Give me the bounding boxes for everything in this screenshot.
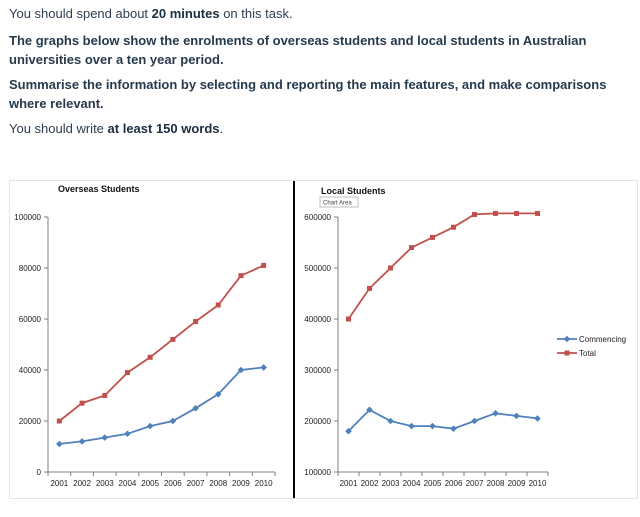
overseas-x-tick-label: 2005 (141, 479, 159, 488)
legend-commencing-label: Commencing (579, 335, 626, 344)
overseas-chart-title: Overseas Students (58, 184, 140, 194)
overseas-commencing-line (59, 366, 264, 445)
local-x-tick-label: 2002 (361, 479, 379, 488)
local-total-point (493, 210, 498, 216)
local-y-tick-label: 400000 (304, 315, 331, 324)
local-total-point (430, 234, 435, 240)
overseas-commencing-point (169, 417, 177, 425)
overseas-commencing-point (146, 422, 154, 430)
word-count-instruction: You should write at least 150 words. (9, 119, 223, 138)
overseas-total-line (58, 264, 265, 422)
local-total-point (472, 211, 477, 217)
task-prompt: The graphs below show the enrolments of … (9, 33, 587, 67)
local-total-point (451, 224, 456, 230)
words-bold: at least 150 words (107, 121, 220, 136)
local-x-tick-label: 2006 (445, 479, 463, 488)
overseas-commencing-point (237, 366, 245, 374)
local-total-line (347, 212, 538, 320)
local-x-tick-label: 2005 (424, 479, 442, 488)
local-x-tick-label: 2001 (340, 479, 358, 488)
overseas-total-point (215, 302, 221, 308)
overseas-x-tick-label: 2004 (119, 479, 137, 488)
local-commencing-point (408, 422, 415, 430)
overseas-x-tick-label: 2008 (209, 479, 227, 488)
overseas-total-point (238, 273, 244, 279)
overseas-y-tick-label: 80000 (19, 264, 42, 273)
overseas-total-point (261, 262, 267, 268)
words-pre: You should write (9, 121, 108, 136)
overseas-x-tick-label: 2007 (187, 479, 205, 488)
overseas-commencing-point (192, 404, 199, 412)
local-commencing-point (345, 427, 352, 435)
local-commencing-line (347, 408, 538, 432)
time-bold: 20 minutes (151, 6, 220, 21)
overseas-total-point (102, 393, 108, 398)
overseas-x-tick-label: 2010 (255, 479, 273, 488)
local-commencing-point (471, 417, 478, 425)
time-post: on this task. (219, 6, 293, 21)
legend-total-marker (564, 350, 570, 356)
overseas-commencing-point (101, 434, 109, 441)
local-total-point (514, 210, 519, 216)
local-y-tick-label: 300000 (304, 366, 331, 375)
local-total-point (388, 265, 393, 271)
local-commencing-point (429, 422, 436, 430)
local-chart-title: Local Students (321, 186, 386, 196)
overseas-commencing-point (124, 430, 131, 438)
charts-figure: Overseas Students 0 20000 40000 60000 80000 10… (9, 180, 638, 499)
overseas-commencing-point (260, 364, 267, 371)
task-summary-instruction: Summarise the information by selecting a… (9, 77, 607, 111)
overseas-x-tick-label: 2001 (50, 479, 68, 488)
local-y-tick-label: 600000 (304, 213, 331, 222)
local-x-tick-label: 2007 (466, 479, 484, 488)
overseas-total-point (124, 370, 130, 376)
overseas-x-tick-label: 2002 (73, 479, 91, 488)
local-total-point (409, 245, 414, 251)
overseas-total-point (193, 319, 199, 325)
overseas-commencing-point (78, 438, 86, 445)
legend-commencing-marker (563, 335, 571, 343)
local-commencing-point (492, 410, 499, 417)
local-x-tick-label: 2009 (508, 479, 526, 488)
local-commencing-point (387, 417, 394, 425)
local-y-tick-label: 100000 (304, 468, 331, 477)
local-commencing-point (450, 425, 457, 432)
overseas-y-tick-label: 40000 (19, 366, 42, 375)
local-y-tick-label: 200000 (304, 417, 331, 426)
overseas-y-tick-label: 20000 (19, 417, 42, 426)
overseas-x-tick-label: 2003 (96, 479, 114, 488)
overseas-total-point (170, 336, 176, 342)
words-post: . (219, 121, 224, 136)
time-instruction: You should spend about 20 minutes on thi… (9, 4, 293, 23)
overseas-total-point (147, 354, 153, 360)
overseas-total-point (56, 418, 62, 424)
local-commencing-point (513, 412, 520, 420)
time-pre: You should spend about (9, 6, 152, 21)
local-x-tick-label: 2003 (382, 479, 400, 488)
overseas-x-tick-label: 2006 (164, 479, 182, 488)
local-commencing-point (366, 406, 373, 414)
local-y-tick-label: 500000 (304, 264, 331, 273)
local-commencing-point (534, 415, 541, 422)
chart-area-tooltip-label: Chart Area (323, 201, 352, 207)
legend-total-label: Total (579, 349, 596, 358)
overseas-total-point (79, 400, 85, 406)
local-total-point (535, 210, 540, 216)
local-total-point (346, 316, 351, 322)
overseas-y-tick-label: 0 (37, 468, 42, 477)
overseas-y-tick-label: 60000 (19, 315, 42, 324)
overseas-x-tick-label: 2009 (232, 479, 250, 488)
local-x-tick-label: 2004 (403, 479, 421, 488)
local-total-point (367, 285, 372, 291)
charts-svg: Overseas Students 0 20000 40000 60000 80000 10… (14, 181, 626, 498)
local-x-tick-label: 2008 (487, 479, 505, 488)
overseas-commencing-point (56, 440, 63, 448)
overseas-commencing-point (214, 390, 222, 398)
local-x-tick-label: 2010 (529, 479, 547, 488)
overseas-y-tick-label: 100000 (14, 213, 41, 222)
chart-area-tooltip-box (319, 196, 359, 208)
